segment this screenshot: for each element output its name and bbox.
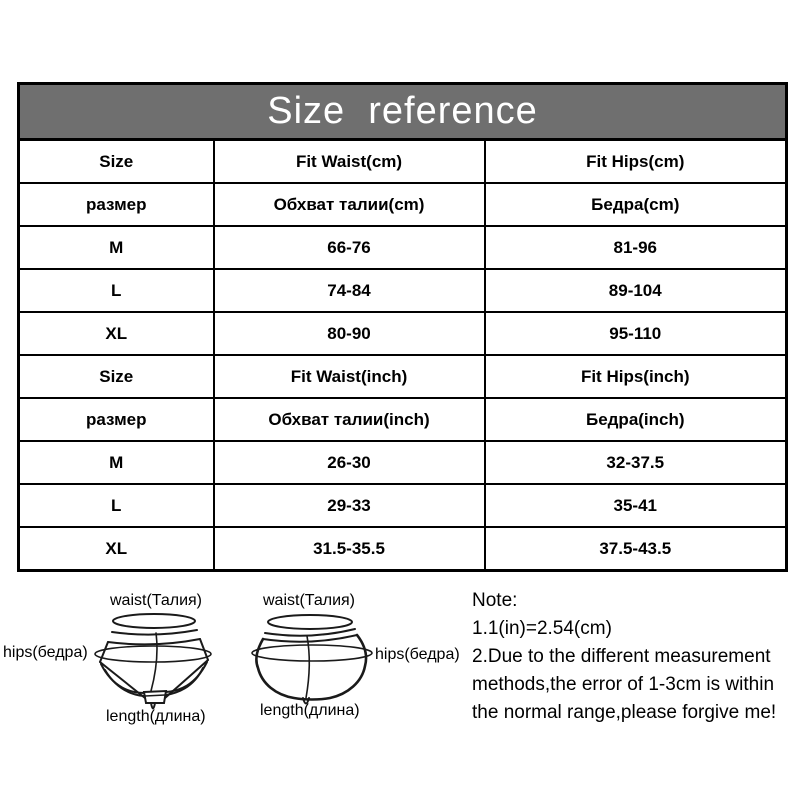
note-block: Note: 1.1(in)=2.54(cm) 2.Due to the diff…	[472, 587, 784, 727]
note-line: 2.Due to the different measurement	[472, 646, 771, 667]
table-row: XL 31.5-35.5 37.5-43.5	[17, 526, 788, 572]
waist-cell: Обхват талии(cm)	[212, 182, 486, 227]
hips-cell: 32-37.5	[483, 440, 788, 485]
table-row: Size Fit Waist(inch) Fit Hips(inch)	[17, 354, 788, 399]
size-cell: L	[17, 268, 215, 313]
note-heading: Note:	[472, 590, 518, 611]
waist-cell: 66-76	[212, 225, 486, 270]
hips-cell: 95-110	[483, 311, 788, 356]
table-row: M 26-30 32-37.5	[17, 440, 788, 485]
hips-cell: 81-96	[483, 225, 788, 270]
waist-label-left: waist(Талия)	[110, 592, 202, 609]
table-row: L 29-33 35-41	[17, 483, 788, 528]
table-row: размер Обхват талии(inch) Бедра(inch)	[17, 397, 788, 442]
waist-cell: Fit Waist(cm)	[212, 138, 486, 184]
size-reference-table: Size reference Size Fit Waist(cm) Fit Hi…	[16, 82, 789, 572]
boyshort-diagram-icon	[251, 614, 373, 705]
length-label-left: length(длина)	[106, 708, 206, 725]
size-cell: Size	[17, 354, 215, 399]
waist-cell: 80-90	[212, 311, 486, 356]
hips-label-right: hips(бедра)	[375, 646, 460, 663]
hips-cell: Fit Hips(cm)	[483, 138, 788, 184]
table-row: M 66-76 81-96	[17, 225, 788, 270]
waist-cell: 26-30	[212, 440, 486, 485]
briefs-diagram-icon	[94, 613, 212, 710]
length-label-right: length(длина)	[260, 702, 360, 719]
hips-cell: Бедра(cm)	[483, 182, 788, 227]
hips-cell: Бедра(inch)	[483, 397, 788, 442]
table-row: XL 80-90 95-110	[17, 311, 788, 356]
size-cell: Size	[17, 138, 215, 184]
hips-cell: 89-104	[483, 268, 788, 313]
table-row: Size Fit Waist(cm) Fit Hips(cm)	[17, 138, 788, 184]
table-title-row: Size reference	[16, 82, 789, 141]
waist-cell: Fit Waist(inch)	[212, 354, 486, 399]
waist-cell: 29-33	[212, 483, 486, 528]
note-line: methods,the error of 1-3cm is within	[472, 674, 775, 695]
hips-cell: 35-41	[483, 483, 788, 528]
note-line: the normal range,please forgive me!	[472, 702, 777, 723]
waist-cell: Обхват талии(inch)	[212, 397, 486, 442]
size-cell: XL	[17, 311, 215, 356]
size-cell: размер	[17, 397, 215, 442]
hips-cell: Fit Hips(inch)	[483, 354, 788, 399]
size-cell: L	[17, 483, 215, 528]
table-row: размер Обхват талии(cm) Бедра(cm)	[17, 182, 788, 227]
waist-cell: 31.5-35.5	[212, 526, 486, 572]
size-cell: M	[17, 225, 215, 270]
size-cell: размер	[17, 182, 215, 227]
size-cell: XL	[17, 526, 215, 572]
hips-cell: 37.5-43.5	[483, 526, 788, 572]
table-row: L 74-84 89-104	[17, 268, 788, 313]
hips-label-left: hips(бедра)	[3, 644, 88, 661]
note-line: 1.1(in)=2.54(cm)	[472, 618, 612, 639]
size-cell: M	[17, 440, 215, 485]
page-title: Size reference	[16, 82, 789, 141]
waist-cell: 74-84	[212, 268, 486, 313]
waist-label-right: waist(Талия)	[263, 592, 355, 609]
